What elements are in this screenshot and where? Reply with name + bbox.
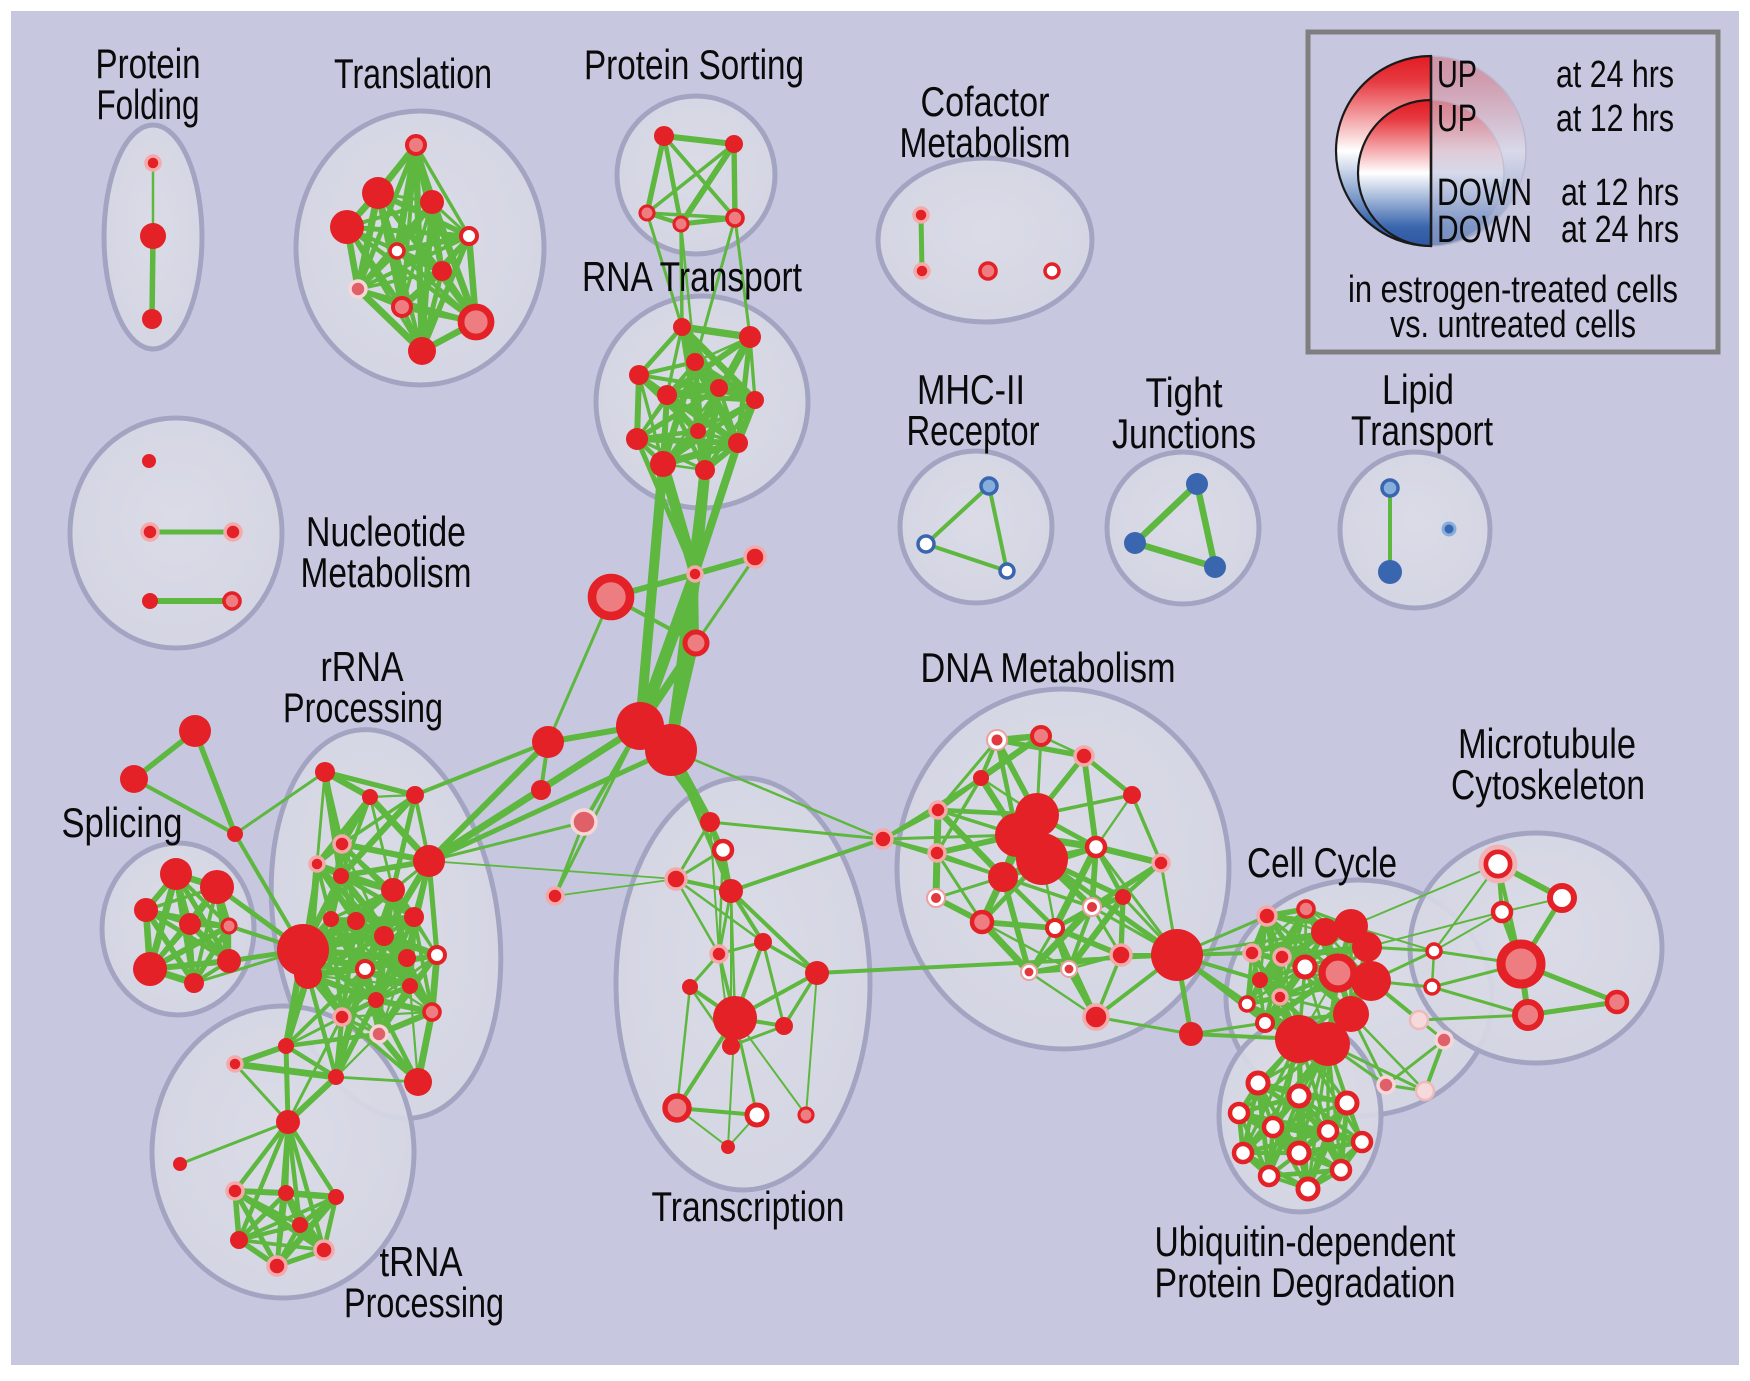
svg-text:Metabolism: Metabolism — [900, 119, 1071, 166]
svg-text:in estrogen-treated cells: in estrogen-treated cells — [1348, 269, 1678, 311]
svg-text:Ubiquitin-dependent: Ubiquitin-dependent — [1155, 1218, 1456, 1265]
svg-text:Splicing: Splicing — [62, 799, 183, 846]
svg-text:Cytoskeleton: Cytoskeleton — [1451, 761, 1645, 808]
svg-text:DNA Metabolism: DNA Metabolism — [921, 644, 1176, 691]
svg-text:Nucleotide: Nucleotide — [306, 508, 466, 555]
svg-text:Junctions: Junctions — [1112, 410, 1256, 457]
svg-text:UP: UP — [1437, 98, 1477, 140]
svg-text:Protein Sorting: Protein Sorting — [584, 41, 804, 88]
svg-text:Folding: Folding — [97, 81, 200, 128]
svg-text:Protein: Protein — [96, 40, 201, 87]
svg-text:Processing: Processing — [344, 1279, 504, 1326]
svg-text:tRNA: tRNA — [380, 1238, 463, 1285]
svg-text:Lipid: Lipid — [1382, 366, 1454, 413]
svg-text:Transport: Transport — [1351, 407, 1493, 454]
svg-text:Translation: Translation — [334, 50, 492, 97]
svg-text:Cell Cycle: Cell Cycle — [1247, 839, 1397, 886]
svg-text:MHC-II: MHC-II — [917, 366, 1025, 413]
svg-text:rRNA: rRNA — [321, 643, 404, 690]
svg-text:Processing: Processing — [283, 684, 443, 731]
svg-text:Cofactor: Cofactor — [921, 78, 1050, 125]
svg-text:Protein Degradation: Protein Degradation — [1155, 1259, 1456, 1306]
svg-text:Transcription: Transcription — [652, 1183, 845, 1230]
svg-text:vs. untreated cells: vs. untreated cells — [1390, 304, 1636, 346]
svg-text:at 24 hrs: at 24 hrs — [1556, 54, 1674, 96]
svg-text:Microtubule: Microtubule — [1458, 720, 1636, 767]
svg-text:Receptor: Receptor — [907, 407, 1040, 454]
svg-text:at 24 hrs: at 24 hrs — [1561, 209, 1679, 251]
svg-text:DOWN: DOWN — [1437, 209, 1532, 251]
svg-text:Metabolism: Metabolism — [301, 549, 472, 596]
svg-text:at 12 hrs: at 12 hrs — [1556, 98, 1674, 140]
svg-text:DOWN: DOWN — [1437, 172, 1532, 214]
svg-text:at 12 hrs: at 12 hrs — [1561, 172, 1679, 214]
svg-text:UP: UP — [1437, 54, 1477, 96]
svg-text:RNA Transport: RNA Transport — [582, 253, 802, 300]
svg-text:Tight: Tight — [1146, 369, 1223, 416]
